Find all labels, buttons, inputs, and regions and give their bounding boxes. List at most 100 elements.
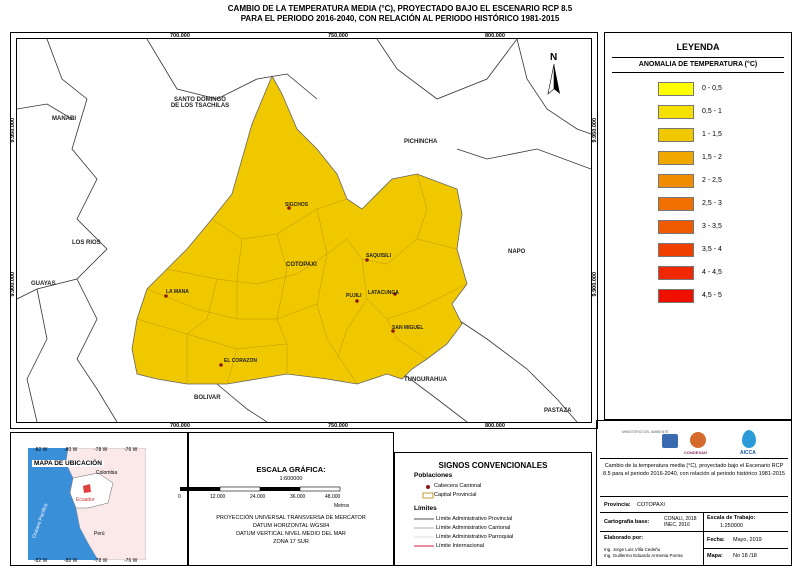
legend-label: 0,5 - 1 xyxy=(702,108,722,115)
legend-panel xyxy=(604,32,792,420)
provincia-label: Provincia: xyxy=(604,502,631,508)
legend-subtitle: ANOMALIA DE TEMPERATURA (°C) xyxy=(638,61,758,68)
legend-label: 4,5 - 5 xyxy=(702,292,722,299)
label-pastaza: PASTAZA xyxy=(544,408,572,414)
scale-tick-4: 48.000 xyxy=(325,494,341,500)
legend-label: 1 - 1,5 xyxy=(702,131,722,138)
elaborado-label: Elaborado por: xyxy=(604,535,644,541)
signs-frame xyxy=(394,452,592,566)
lim-cant-symbol xyxy=(414,527,434,529)
scale-ratio: 1:600000 xyxy=(279,476,303,482)
legend-swatch xyxy=(658,105,694,119)
projection-line: PROYECCIÓN UNIVERSAL TRANSVERSA DE MERCA… xyxy=(216,515,366,521)
lim-prov-symbol xyxy=(414,518,434,520)
info-divider-4 xyxy=(600,531,788,532)
fecha-value: Mayo, 2019 xyxy=(733,537,762,543)
loc-top-tick-3: -78 W xyxy=(94,447,108,453)
loc-top-tick-4: -76 W xyxy=(124,447,138,453)
loc-top-tick-2: -80 W xyxy=(64,447,78,453)
fecha-label: Fecha: xyxy=(707,537,725,543)
legend-label: 2,5 - 3 xyxy=(702,200,722,207)
legend-label: 3,5 - 4 xyxy=(702,246,722,253)
map-canvas xyxy=(17,39,591,422)
info-divider-2 xyxy=(600,496,788,497)
title-line-2: PARA EL PERIODO 2016-2040, CON RELACIÓN … xyxy=(240,14,560,23)
scale-title: ESCALA GRÁFICA: xyxy=(256,465,326,474)
logo-condesan-icon xyxy=(690,432,706,448)
lim-parr-label: Límite Administrativo Parroquial xyxy=(436,534,514,540)
provincia-value: COTOPAXI xyxy=(637,502,665,508)
label-colombia: Colombia xyxy=(96,470,118,476)
legend-divider xyxy=(612,57,784,58)
loc-bottom-tick-3: -78 W xyxy=(94,558,108,564)
saquisili-marker xyxy=(365,258,369,262)
lim-int-symbol xyxy=(414,545,434,547)
elaborado-1: Ing. Jorge Luis Villa Cedeño xyxy=(604,547,661,552)
label-guayas: GUAYAS xyxy=(31,281,56,287)
legend-label: 2 - 2,5 xyxy=(702,177,722,184)
label-manabi: MANABI xyxy=(52,116,76,122)
loc-bottom-tick-2: -80 W xyxy=(64,558,78,564)
cotopaxi-region xyxy=(131,75,468,385)
label-los-rios: LOS RIOS xyxy=(72,240,101,246)
city-latacunga: LATACUNGA xyxy=(368,290,399,296)
location-map-title: MAPA DE UBICACIÓN xyxy=(32,460,104,467)
info-divider-1 xyxy=(600,458,788,459)
north-label: N xyxy=(550,52,558,63)
capital-symbol xyxy=(422,492,434,499)
map-title: CAMBIO DE LA TEMPERATURA MEDIA (°C), PRO… xyxy=(0,4,800,24)
coord-bottom-3: 800.000 xyxy=(485,423,505,429)
scale-frame xyxy=(188,432,394,566)
title-line-1: CAMBIO DE LA TEMPERATURA MEDIA (°C), PRO… xyxy=(227,4,573,13)
coord-bottom-2: 750.000 xyxy=(328,423,348,429)
cabecera-label: Cabecera Cantonal xyxy=(434,483,482,489)
scale-tick-2: 24.000 xyxy=(250,494,266,500)
logos-row: MINISTERIO DEL AMBIENTE CONDESAN AICCA xyxy=(600,424,788,458)
ecuador-region xyxy=(69,472,114,509)
coord-left-2: 9.900.000 xyxy=(10,272,16,297)
carto-value: CONALI, 2018 INEC, 2016 xyxy=(664,516,697,528)
scale-tick-0: 0 xyxy=(178,494,181,500)
legend-swatch xyxy=(658,174,694,188)
north-arrow-icon xyxy=(547,63,560,95)
city-san-miguel: SAN MIGUEL xyxy=(392,325,424,331)
elaborado-2: Ing. Guillermo Eduardo Armenta Porras xyxy=(604,553,683,558)
loc-top-tick-1: -82 W xyxy=(34,447,48,453)
coord-left-1: 9.950.000 xyxy=(10,118,16,143)
cotopaxi-highlight xyxy=(83,484,91,493)
latacunga-marker xyxy=(393,292,397,296)
label-pichincha: PICHINCHA xyxy=(404,139,438,145)
mapa-label: Mapa: xyxy=(707,553,723,559)
logo-condesan: CONDESAN xyxy=(684,450,707,455)
logo-ministerio: MINISTERIO DEL AMBIENTE xyxy=(622,430,669,434)
escala-value: 1:250000 xyxy=(720,523,743,529)
label-napo: NAPO xyxy=(508,249,526,255)
legend-swatch xyxy=(658,151,694,165)
label-tungurahua: TUNGURAHUA xyxy=(404,377,447,383)
legend-subtitle-divider xyxy=(612,72,784,73)
location-map-frame xyxy=(10,432,188,566)
san-miguel-marker xyxy=(391,329,395,333)
carto-label: Cartografía base: xyxy=(604,519,650,525)
legend-swatch xyxy=(658,266,694,280)
poblaciones-heading: Poblaciones xyxy=(414,472,453,479)
signs-title: SIGNOS CONVENCIONALES xyxy=(438,461,548,470)
capital-label: Capital Provincial xyxy=(434,492,477,498)
city-la-mana: LA MANA xyxy=(166,289,189,295)
coord-bottom-1: 700.000 xyxy=(170,423,190,429)
datum-horizontal: DATUM HORIZONTAL WGS84 xyxy=(252,523,330,529)
lim-cant-label: Límite Administrativo Cantonal xyxy=(436,525,511,531)
coord-top-3: 800.000 xyxy=(485,33,505,39)
legend-swatch xyxy=(658,289,694,303)
legend-swatch xyxy=(658,243,694,257)
limites-heading: Límites xyxy=(414,505,437,512)
datum-vertical: DATUM VERTICAL NIVEL MEDIO DEL MAR xyxy=(236,531,346,537)
city-sigchos: SIGCHOS xyxy=(285,202,309,208)
lim-parr-symbol xyxy=(414,536,434,538)
legend-swatch xyxy=(658,220,694,234)
neighbor-boundaries xyxy=(17,39,591,422)
logo-aicca: AICCA xyxy=(740,450,756,456)
lim-int-label: Límite Internacional xyxy=(436,543,484,549)
city-saquisili: SAQUISILI xyxy=(366,253,392,259)
lim-prov-label: Límite Administrativo Provincial xyxy=(436,516,513,522)
